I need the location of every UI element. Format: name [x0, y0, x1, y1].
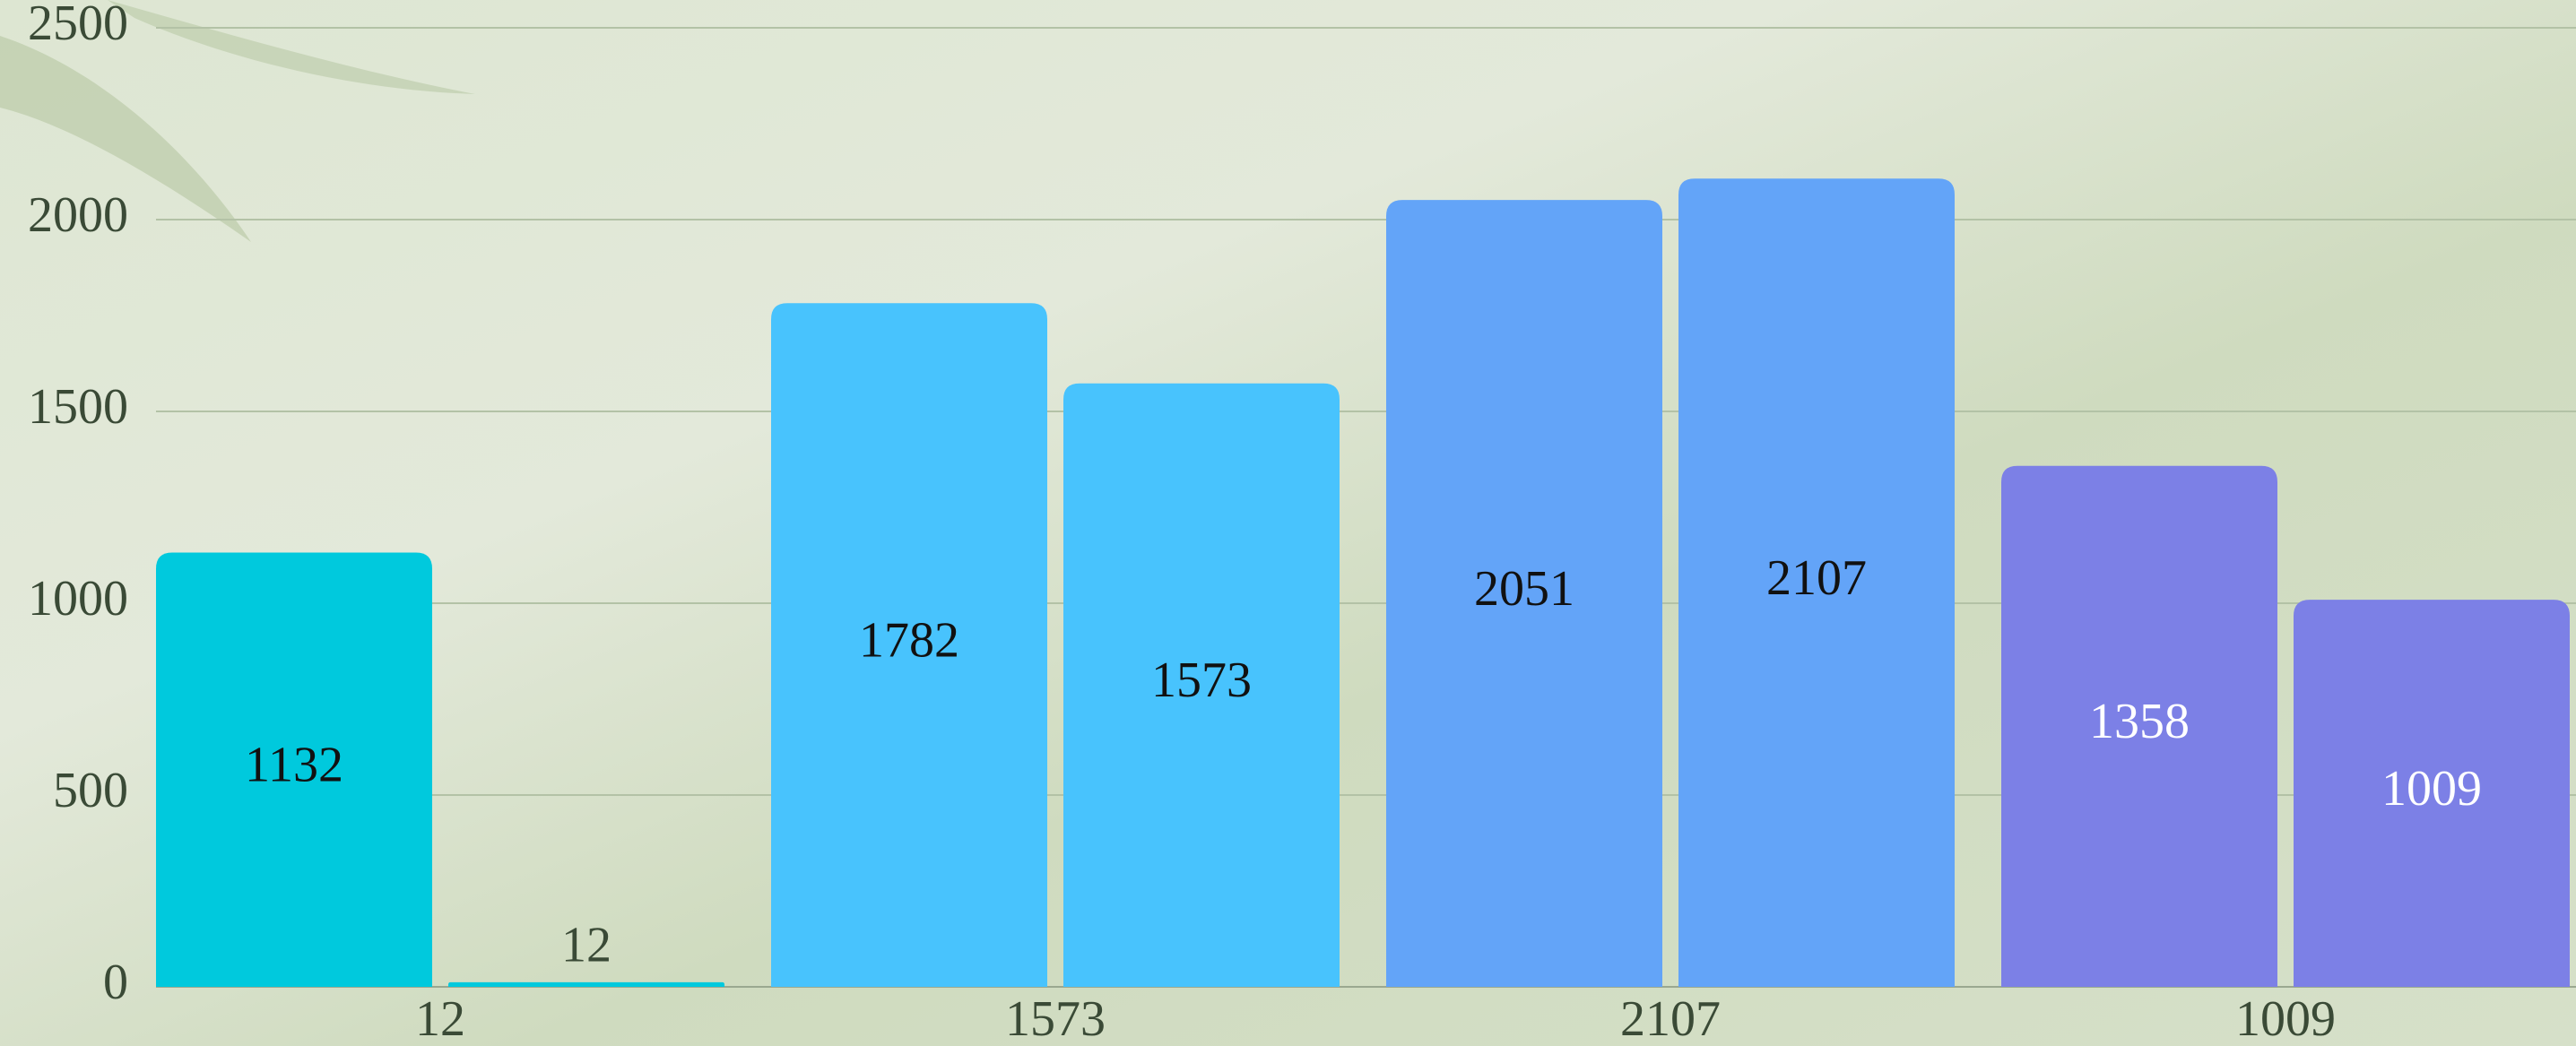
chart: 0 500 1000 1500 2000 2500 12 1132 12 1573 1782 1573… — [0, 0, 2576, 1046]
bar — [448, 982, 724, 987]
data-label: 12 — [561, 918, 611, 973]
x-tick-label: 12 — [415, 991, 465, 1046]
y-tick-label: 1000 — [28, 571, 128, 627]
y-tick-label: 500 — [53, 763, 128, 818]
y-tick-label: 2000 — [28, 187, 128, 243]
data-label: 1358 — [2089, 694, 2190, 749]
x-tick-label: 1573 — [1005, 991, 1106, 1046]
x-tick-label: 1009 — [2235, 991, 2336, 1046]
data-label: 1132 — [245, 738, 343, 793]
y-tick-label: 1500 — [28, 379, 128, 435]
y-tick-label: 0 — [103, 955, 128, 1010]
data-label: 2107 — [1766, 550, 1867, 606]
data-label: 1573 — [1151, 653, 1252, 708]
data-label: 1009 — [2381, 761, 2482, 817]
data-label: 2051 — [1474, 561, 1574, 617]
page: 0 500 1000 1500 2000 2500 12 1132 12 1573 1782 1573… — [0, 0, 2576, 1046]
y-tick-label: 2500 — [28, 0, 128, 51]
data-label: 1782 — [859, 612, 959, 668]
x-tick-label: 2107 — [1620, 991, 1721, 1046]
